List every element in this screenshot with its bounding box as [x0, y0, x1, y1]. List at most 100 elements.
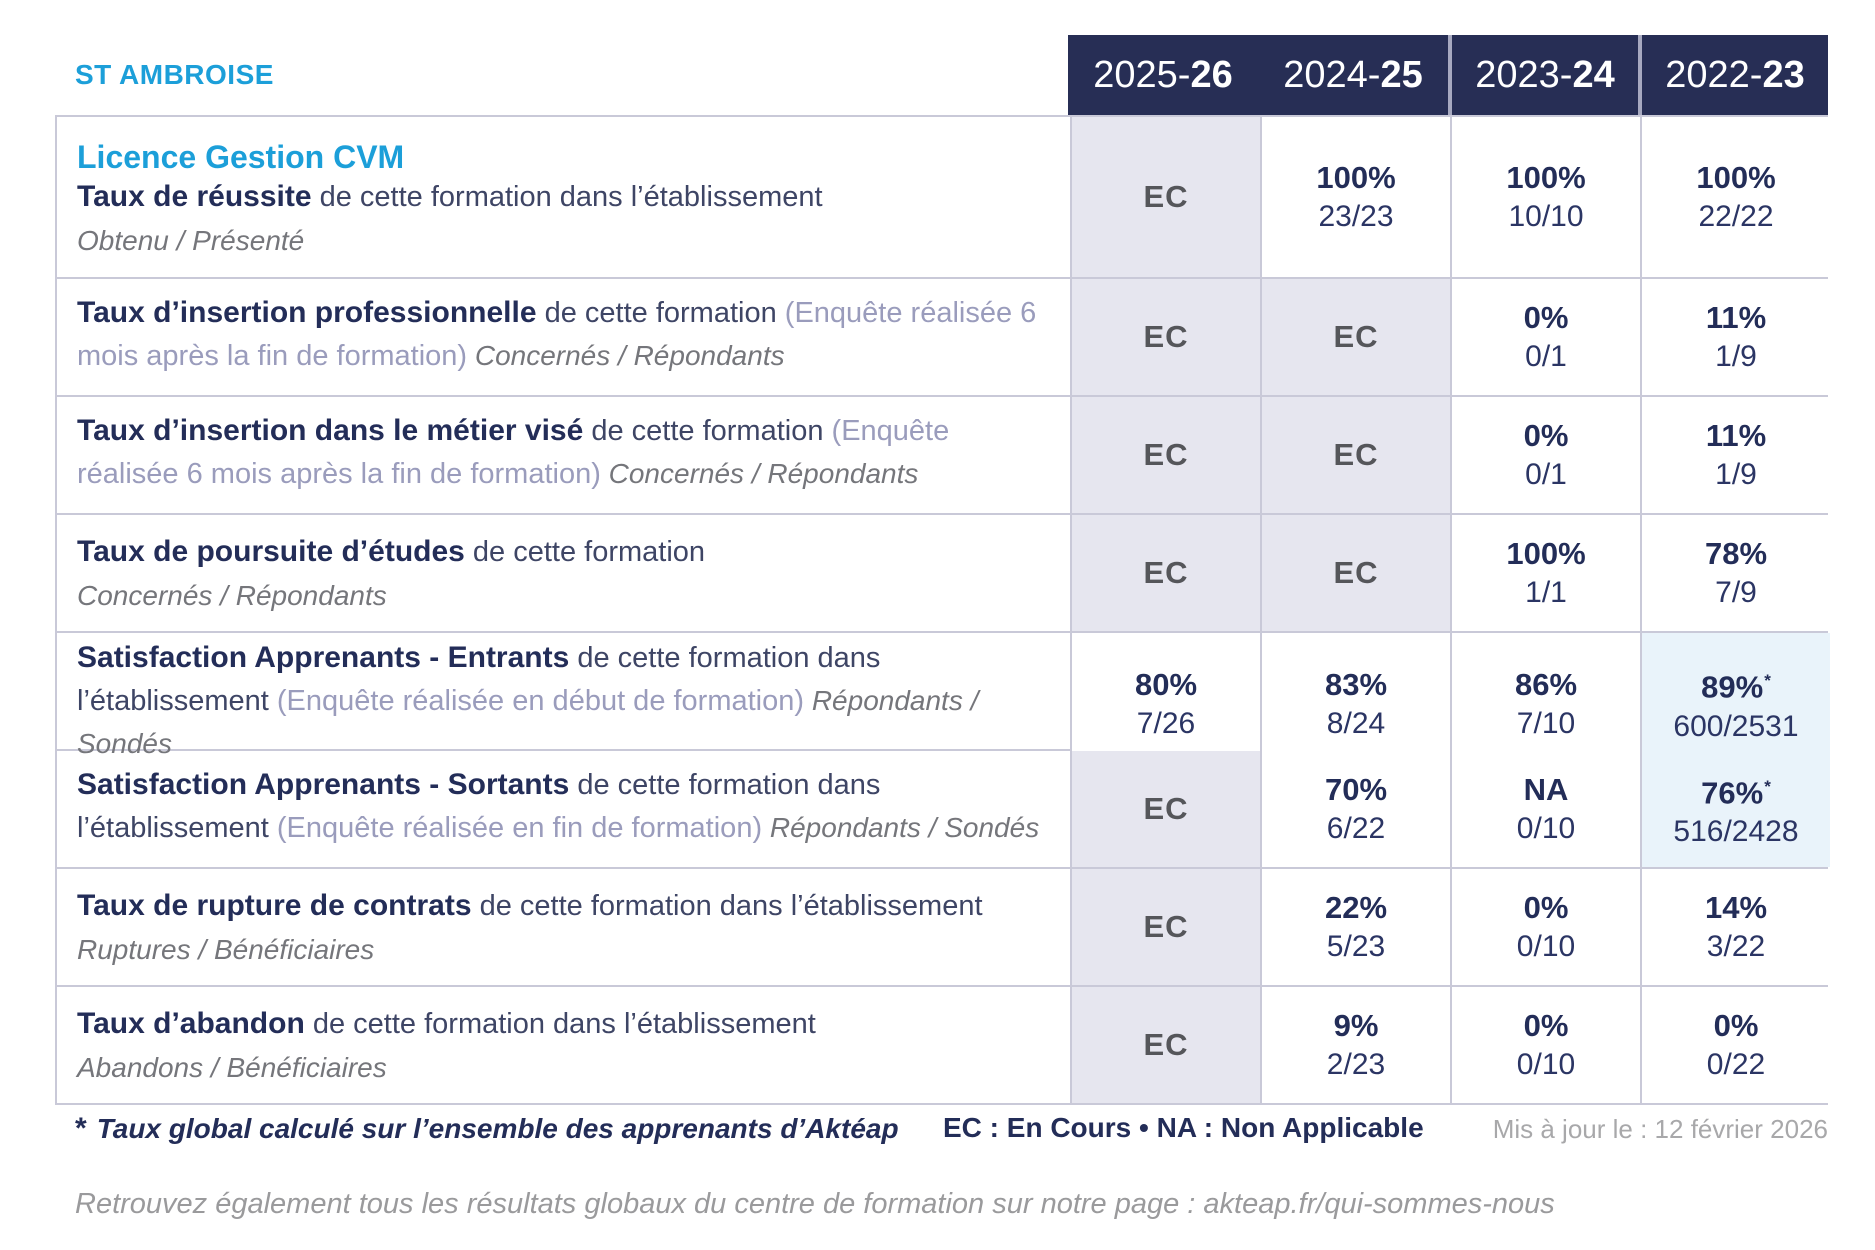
percentage-value: 83% — [1324, 666, 1388, 702]
ratio-value: 3/22 — [1706, 930, 1766, 963]
result-cell-ec: EC — [1260, 515, 1450, 631]
percentage-value: 14% — [1704, 890, 1768, 925]
result-cell-ec: EC — [1070, 117, 1260, 277]
result-cell: 100% 1/1 — [1450, 515, 1640, 631]
indicator-segment-paren: (Enquête réalisée en fin de formation) — [276, 812, 763, 844]
indicator-segment-plain: de cette formation dans l’établissement — [311, 180, 823, 213]
indicator-segment-title: Taux de rupture de contrats — [77, 888, 472, 922]
ratio-value: 1/9 — [1715, 340, 1757, 373]
indicator-ratio-caption: Obtenu / Présenté — [77, 224, 305, 256]
ec-value: EC — [1333, 319, 1379, 354]
year-header-2023: 2023- 24 — [1448, 35, 1638, 115]
global-rate-asterisk: * — [1764, 776, 1771, 796]
ratio-value: 5/23 — [1326, 930, 1386, 963]
percentage-value: 89%* — [1701, 669, 1771, 705]
percentage-value: 78% — [1704, 536, 1768, 571]
indicator-segment-title: Satisfaction Apprenants - Entrants — [77, 641, 570, 674]
result-cell: 0% 0/22 — [1640, 987, 1830, 1103]
global-rate-footnote: * Taux global calculé sur l’ensemble des … — [75, 1112, 899, 1146]
percentage-value: 100% — [1506, 536, 1586, 571]
ratio-value: 22/22 — [1698, 200, 1774, 233]
indicator-segment-title: Taux d’abandon — [77, 1006, 305, 1040]
year-suffix: 25 — [1380, 53, 1423, 96]
percentage-value: 70% — [1324, 772, 1388, 807]
table-row: Taux d’insertion professionnelle de cett… — [57, 277, 1830, 395]
ratio-value: 516/2428 — [1673, 815, 1799, 849]
percentage-value: 9% — [1333, 1008, 1379, 1043]
table-row: Taux d’abandon de cette formation dans l… — [57, 985, 1830, 1103]
ec-value: EC — [1143, 791, 1189, 826]
ratio-value: 7/9 — [1715, 576, 1757, 609]
program-title: Licence Gestion CVM — [77, 138, 405, 175]
result-cell: 11% 1/9 — [1640, 397, 1830, 513]
ec-value: EC — [1143, 1027, 1189, 1062]
ratio-value: 6/22 — [1326, 812, 1386, 845]
school-name: ST AMBROISE — [75, 59, 274, 90]
indicator-label-cell: Satisfaction Apprenants - Entrants de ce… — [57, 633, 1070, 774]
year-header-2024: 2024- 25 — [1258, 35, 1448, 115]
indicator-segment-subinline: Concernés / Répondants — [467, 340, 785, 371]
table-header-row: ST AMBROISE 2025- 26 2024- 25 2023- 24 2022- 23 — [55, 35, 1828, 115]
ratio-value: 1/9 — [1715, 458, 1757, 491]
ratio-value: 0/1 — [1525, 340, 1567, 373]
global-rate-asterisk: * — [1764, 671, 1771, 691]
indicator-segment-subinline: Répondants / Sondés — [77, 685, 979, 759]
result-cell: 70% 6/22 — [1260, 751, 1450, 867]
result-cell: 89%* 600/2531 — [1640, 633, 1830, 774]
results-table: Licence Gestion CVM Taux de réussite de c… — [55, 115, 1830, 1105]
result-cell-ec: EC — [1070, 869, 1260, 985]
result-cell: 22% 5/23 — [1260, 869, 1450, 985]
indicator-ratio-caption: Concernés / Répondants — [77, 579, 387, 611]
ratio-value: 0/1 — [1525, 458, 1567, 491]
indicator-ratio-caption: Ruptures / Bénéficiaires — [77, 933, 375, 965]
indicator-description: Satisfaction Apprenants - Sortants de ce… — [77, 766, 1046, 852]
indicator-segment-paren: (Enquête réalisée 6 mois après la fin de… — [77, 415, 950, 490]
footnote-text: Taux global calculé sur l’ensemble des a… — [96, 1113, 899, 1144]
percentage-value: 80% — [1134, 666, 1198, 702]
indicator-description: Taux d’abandon de cette formation dans l… — [77, 1005, 1046, 1048]
year-suffix: 23 — [1762, 53, 1805, 96]
year-header-2022: 2022- 23 — [1638, 35, 1828, 115]
result-cell: 100% 10/10 — [1450, 117, 1640, 277]
indicator-segment-plain: de cette formation — [583, 415, 832, 447]
ratio-value: 8/24 — [1326, 706, 1386, 740]
result-cell: 0% 0/10 — [1450, 869, 1640, 985]
ec-value: EC — [1143, 319, 1189, 354]
year-suffix: 26 — [1190, 53, 1233, 96]
result-cell: 86% 7/10 — [1450, 633, 1640, 774]
ratio-value: 7/26 — [1136, 706, 1196, 740]
table-row: Taux d’insertion dans le métier visé de … — [57, 395, 1830, 513]
indicator-description: Taux de rupture de contrats de cette for… — [77, 887, 1046, 930]
indicator-segment-plain: de cette formation dans l’établissement — [77, 642, 881, 717]
indicator-label-cell: Taux de poursuite d’études de cette form… — [57, 515, 1070, 631]
indicator-description: Satisfaction Apprenants - Entrants de ce… — [77, 639, 1046, 768]
result-cell-ec: EC — [1070, 397, 1260, 513]
ratio-value: 7/10 — [1516, 706, 1576, 740]
ec-value: EC — [1143, 555, 1189, 590]
indicator-label-cell: Satisfaction Apprenants - Sortants de ce… — [57, 751, 1070, 867]
indicator-label-cell: Licence Gestion CVM Taux de réussite de c… — [57, 117, 1070, 277]
result-cell: 0% 0/10 — [1450, 987, 1640, 1103]
percentage-value: 100% — [1316, 160, 1396, 195]
result-cell: 100% 23/23 — [1260, 117, 1450, 277]
result-cell-ec: EC — [1070, 751, 1260, 867]
indicator-segment-plain: de cette formation — [536, 297, 785, 329]
result-cell: 78% 7/9 — [1640, 515, 1830, 631]
year-prefix: 2022- — [1665, 53, 1763, 96]
indicator-segment-subinline: Répondants / Sondés — [762, 812, 1040, 843]
percentage-value: 11% — [1705, 418, 1767, 453]
year-prefix: 2024- — [1283, 53, 1381, 96]
ratio-value: 2/23 — [1326, 1048, 1386, 1081]
ec-value: EC — [1333, 555, 1379, 590]
ratio-value: 10/10 — [1508, 200, 1584, 233]
indicator-label-cell: Taux d’abandon de cette formation dans l… — [57, 987, 1070, 1103]
percentage-value: 22% — [1324, 890, 1388, 925]
ec-value: EC — [1143, 437, 1189, 472]
ratio-value: 0/10 — [1516, 930, 1576, 963]
result-cell: 11% 1/9 — [1640, 279, 1830, 395]
indicator-segment-title: Taux d’insertion dans le métier visé — [77, 414, 584, 447]
result-cell: 9% 2/23 — [1260, 987, 1450, 1103]
percentage-value: 0% — [1713, 1008, 1759, 1043]
ratio-value: 0/10 — [1516, 1048, 1576, 1081]
year-header-2025: 2025- 26 — [1068, 35, 1258, 115]
